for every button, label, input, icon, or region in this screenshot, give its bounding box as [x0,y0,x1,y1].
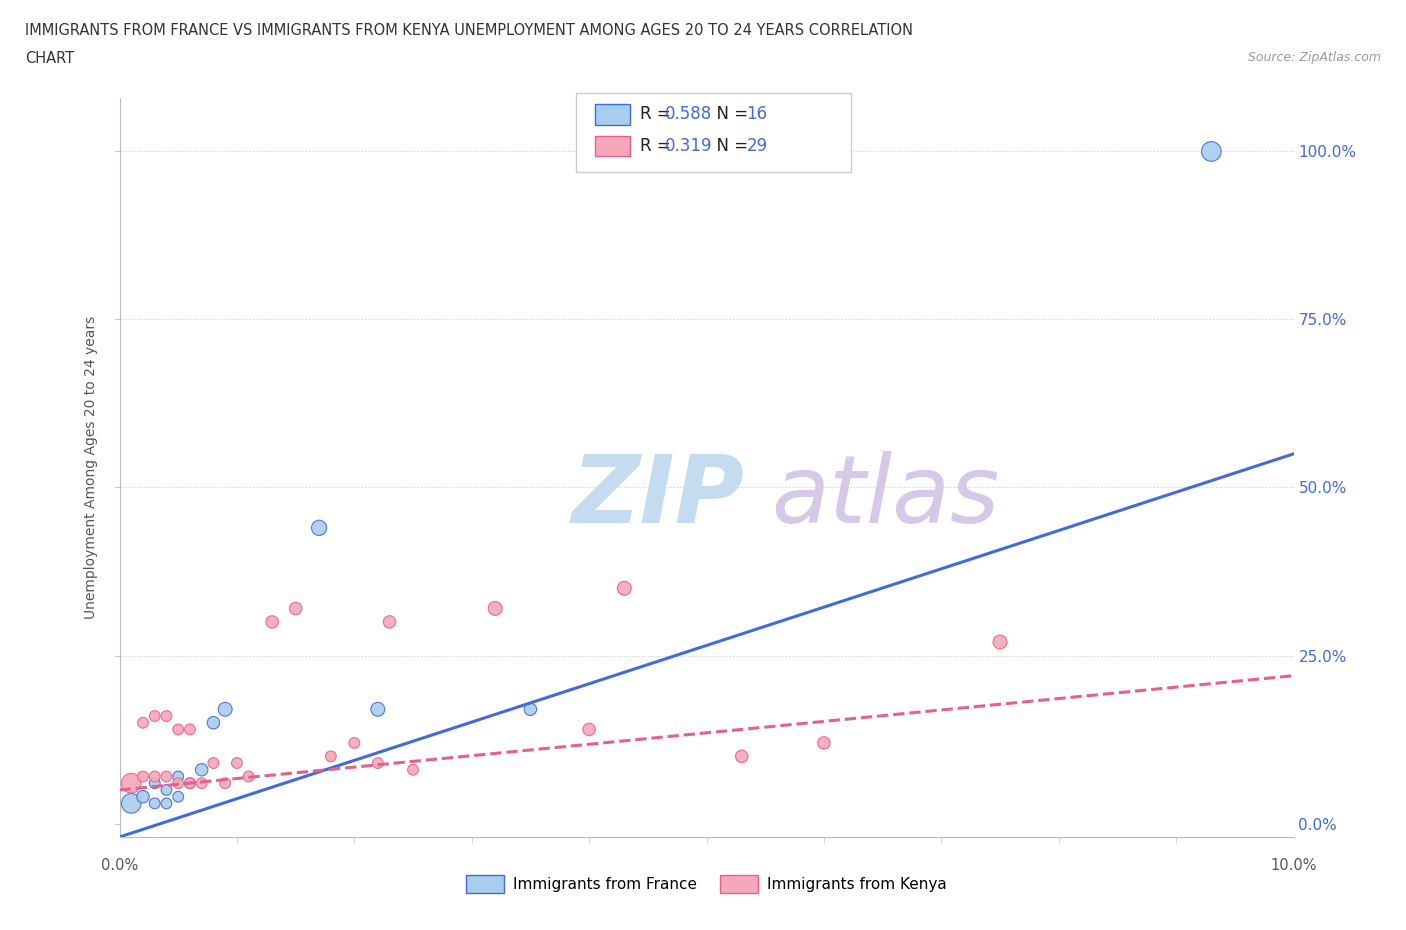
Point [319,749,342,764]
Point [262,615,284,630]
Point [120,796,142,811]
Point [143,796,166,811]
Y-axis label: Unemployment Among Ages 20 to 24 years: Unemployment Among Ages 20 to 24 years [84,315,98,619]
Point [143,769,166,784]
Point [284,601,307,616]
Point [155,769,177,784]
Text: 0.588: 0.588 [665,105,713,124]
Point [988,634,1011,649]
Text: 0.0%: 0.0% [101,857,138,872]
Point [813,736,835,751]
Point [132,715,155,730]
Text: Source: ZipAtlas.com: Source: ZipAtlas.com [1247,51,1381,64]
Point [731,749,754,764]
Text: R =: R = [640,137,676,155]
Legend: Immigrants from France, Immigrants from Kenya: Immigrants from France, Immigrants from … [460,869,953,899]
Point [202,755,225,770]
Text: N =: N = [706,105,754,124]
Point [214,776,236,790]
Point [308,521,330,536]
Point [155,782,177,797]
Point [155,796,177,811]
Point [225,755,249,770]
Point [143,776,166,790]
Point [190,763,212,777]
Point [402,763,425,777]
Point [132,790,155,804]
Point [343,736,366,751]
Point [484,601,506,616]
Text: 10.0%: 10.0% [1270,857,1317,872]
Point [190,776,212,790]
Point [143,709,166,724]
Text: R =: R = [640,105,676,124]
Point [155,709,177,724]
Text: ZIP: ZIP [571,451,744,543]
Point [120,776,142,790]
Point [167,776,190,790]
Text: IMMIGRANTS FROM FRANCE VS IMMIGRANTS FROM KENYA UNEMPLOYMENT AMONG AGES 20 TO 24: IMMIGRANTS FROM FRANCE VS IMMIGRANTS FRO… [25,23,914,38]
Text: 29: 29 [747,137,768,155]
Text: atlas: atlas [770,451,1000,542]
Point [578,722,600,737]
Point [179,776,201,790]
Text: 0.319: 0.319 [665,137,713,155]
Point [167,790,190,804]
Text: 16: 16 [747,105,768,124]
Point [378,615,401,630]
Point [179,776,201,790]
Text: N =: N = [706,137,754,155]
Point [214,702,236,717]
Point [1201,144,1223,159]
Point [132,769,155,784]
Point [202,715,225,730]
Point [179,722,201,737]
Point [167,722,190,737]
Point [613,581,636,596]
Point [367,702,389,717]
Text: CHART: CHART [25,51,75,66]
Point [167,769,190,784]
Point [238,769,260,784]
Point [519,702,541,717]
Point [367,755,389,770]
